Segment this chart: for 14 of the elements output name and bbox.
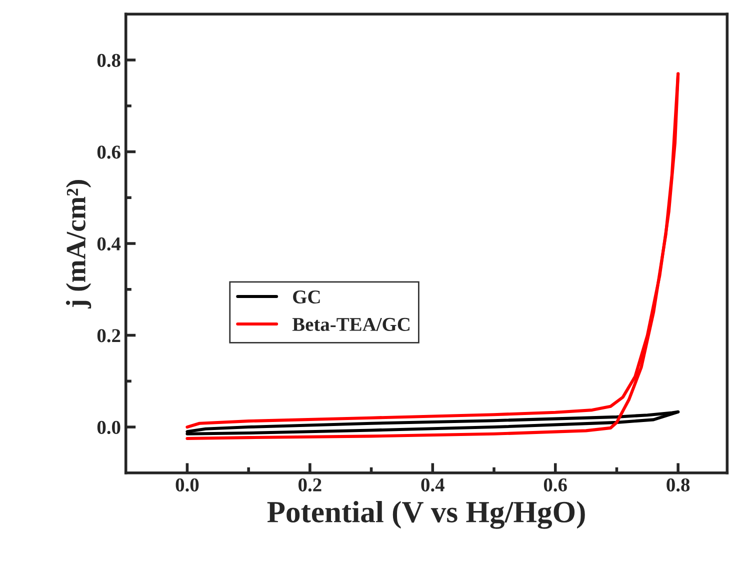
y-tick-label: 0.0 [97,420,120,434]
x-tick-label: 0.6 [544,478,567,492]
x-axis-title: Potential (V vs Hg/HgO) [267,500,585,529]
y-tick-label: 0.2 [97,329,120,342]
x-tick-label: 0.4 [421,478,444,492]
x-tick-label: 0.2 [298,478,322,492]
x-tick-label: 0.0 [176,478,199,492]
legend-label: Beta-TEA/GC [292,318,410,331]
y-tick-label: 0.8 [97,54,120,68]
y-axis-title: j (mA/cm²) [66,180,92,308]
y-tick-label: 0.4 [97,237,121,251]
y-tick-label: 0.6 [97,146,120,159]
x-tick-label: 0.8 [666,478,690,492]
legend-label: GC [293,290,320,304]
